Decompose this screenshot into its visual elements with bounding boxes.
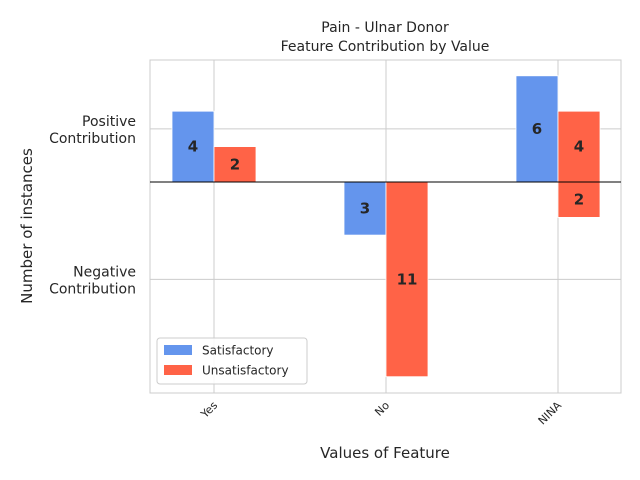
bar-data-label: 3 (360, 200, 370, 218)
x-axis-label: Values of Feature (320, 444, 450, 462)
legend-swatch (164, 365, 192, 375)
bar-unsatisfactory-nina (557, 181, 601, 218)
bars-layer (171, 75, 601, 378)
bar-data-label: 4 (188, 138, 198, 156)
legend-swatch (164, 345, 192, 355)
legend-box (156, 337, 308, 385)
x-tick-label: No (372, 399, 392, 419)
y-tick-label: Positive Contribution (49, 114, 136, 147)
legend-label: Satisfactory (202, 344, 274, 358)
bar-data-label: 11 (397, 270, 418, 288)
bar-data-label: 2 (230, 155, 240, 173)
legend-label: Unsatisfactory (202, 364, 289, 378)
y-axis-label: Number of instances (18, 148, 36, 304)
legend: Satisfactory Unsatisfactory (156, 337, 308, 385)
x-tick-label: NINA (536, 399, 565, 428)
x-tick-label: Yes (198, 399, 221, 422)
bar-unsatisfactory-nina (557, 110, 601, 183)
chart-subtitle: Feature Contribution by Value (281, 39, 490, 55)
bar-data-label: 2 (574, 191, 584, 209)
chart-title: Pain - Ulnar Donor (321, 20, 449, 36)
labels-layer: 4 3 6 2 11 4 2 (188, 120, 584, 288)
bar-data-label: 6 (532, 120, 542, 138)
bar-unsatisfactory-yes (213, 146, 257, 183)
y-tick-label: Negative Contribution (49, 264, 136, 297)
bar-data-label: 4 (574, 138, 584, 156)
bar-satisfactory-nina (515, 75, 559, 183)
